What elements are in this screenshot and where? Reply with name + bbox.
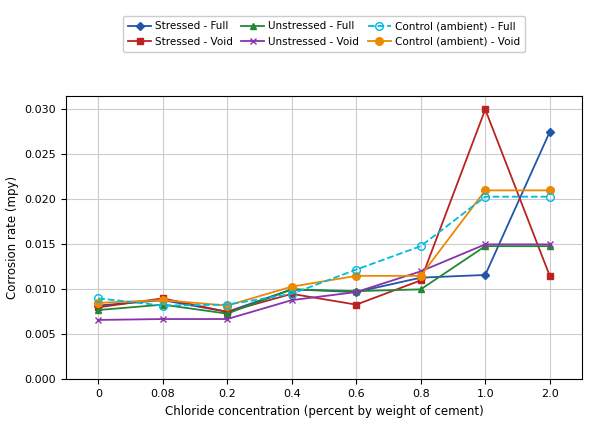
Unstressed - Void — [288, 297, 295, 303]
Line: Unstressed - Full: Unstressed - Full — [95, 243, 553, 317]
Control (ambient) - Full — [417, 244, 424, 249]
Stressed - Full — [417, 275, 424, 280]
Control (ambient) - Void — [288, 284, 295, 289]
Control (ambient) - Full — [353, 267, 360, 272]
Control (ambient) - Void — [224, 303, 231, 308]
Stressed - Void — [353, 302, 360, 307]
Stressed - Full — [224, 309, 231, 314]
Unstressed - Void — [417, 269, 424, 274]
Stressed - Void — [159, 296, 166, 301]
Unstressed - Void — [159, 317, 166, 322]
Stressed - Full — [288, 287, 295, 292]
Unstressed - Full — [417, 287, 424, 292]
Control (ambient) - Full — [288, 291, 295, 296]
Control (ambient) - Void — [546, 188, 553, 193]
Control (ambient) - Void — [417, 273, 424, 279]
Stressed - Void — [482, 107, 489, 112]
Unstressed - Full — [224, 311, 231, 316]
Unstressed - Void — [546, 242, 553, 247]
Line: Stressed - Full: Stressed - Full — [95, 129, 553, 315]
Control (ambient) - Full — [546, 194, 553, 199]
Unstressed - Full — [546, 244, 553, 249]
Control (ambient) - Full — [159, 303, 166, 308]
Unstressed - Full — [482, 244, 489, 249]
Control (ambient) - Full — [95, 296, 102, 301]
Line: Control (ambient) - Void: Control (ambient) - Void — [94, 187, 554, 310]
Control (ambient) - Full — [224, 302, 231, 307]
Unstressed - Full — [288, 287, 295, 292]
Unstressed - Void — [95, 317, 102, 323]
Stressed - Full — [159, 297, 166, 303]
Stressed - Full — [353, 290, 360, 295]
Control (ambient) - Void — [353, 273, 360, 279]
Legend: Stressed - Full, Stressed - Void, Unstressed - Full, Unstressed - Void, Control : Stressed - Full, Stressed - Void, Unstre… — [123, 16, 525, 52]
Stressed - Void — [417, 278, 424, 283]
Unstressed - Void — [224, 317, 231, 322]
Stressed - Full — [95, 303, 102, 308]
Line: Control (ambient) - Full: Control (ambient) - Full — [94, 193, 554, 310]
Stressed - Void — [224, 309, 231, 314]
Stressed - Void — [95, 305, 102, 310]
Control (ambient) - Void — [159, 297, 166, 303]
Control (ambient) - Void — [95, 300, 102, 306]
Y-axis label: Corrosion rate (mpy): Corrosion rate (mpy) — [6, 176, 19, 299]
Control (ambient) - Void — [482, 188, 489, 193]
Line: Stressed - Void: Stressed - Void — [95, 106, 553, 315]
X-axis label: Chloride concentration (percent by weight of cement): Chloride concentration (percent by weigh… — [164, 405, 484, 418]
Stressed - Full — [482, 272, 489, 278]
Stressed - Void — [288, 291, 295, 296]
Unstressed - Full — [159, 302, 166, 307]
Unstressed - Void — [353, 290, 360, 295]
Stressed - Void — [546, 273, 553, 279]
Unstressed - Full — [95, 307, 102, 313]
Unstressed - Void — [482, 242, 489, 247]
Unstressed - Full — [353, 289, 360, 294]
Control (ambient) - Full — [482, 194, 489, 199]
Line: Unstressed - Void: Unstressed - Void — [95, 241, 553, 324]
Stressed - Full — [546, 129, 553, 135]
